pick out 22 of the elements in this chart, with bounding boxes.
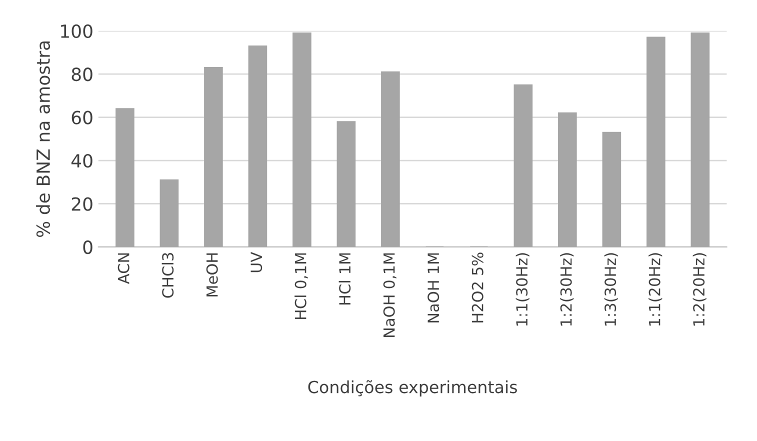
x-tick-label: 1:2(20Hz) <box>692 253 706 326</box>
x-tick-label: ACN <box>118 253 130 284</box>
y-tick-label: 20 <box>72 197 92 211</box>
y-axis-title: % de BNZ na amostra <box>36 41 50 237</box>
x-tick-label: 1:1(20Hz) <box>648 253 662 326</box>
y-tick-label: 40 <box>71 154 92 168</box>
x-tick-label: H2O2 5% <box>472 252 484 322</box>
x-tick-label: MeOH <box>206 253 218 296</box>
x-tick-label: HCl 0,1M <box>294 253 308 320</box>
y-tick-label: 0 <box>83 240 92 254</box>
x-tick-label: UV <box>250 252 262 272</box>
x-tick-label: 1:2(30Hz) <box>560 253 574 326</box>
x-tick-label: 1:1(30Hz) <box>516 253 530 326</box>
x-axis-title: Condições experimentais <box>308 380 517 397</box>
x-tick-label: 1:3(30Hz) <box>604 253 618 326</box>
y-tick-label: 100 <box>61 24 92 38</box>
x-tick-label: HCl 1M <box>338 253 351 304</box>
y-tick-label: 60 <box>72 110 92 124</box>
x-tick-label: CHCl3 <box>162 253 174 298</box>
x-tick-label: NaOH 1M <box>428 253 440 322</box>
y-tick-label: 80 <box>72 68 92 82</box>
x-tick-label: NaOH 0,1M <box>383 253 396 337</box>
